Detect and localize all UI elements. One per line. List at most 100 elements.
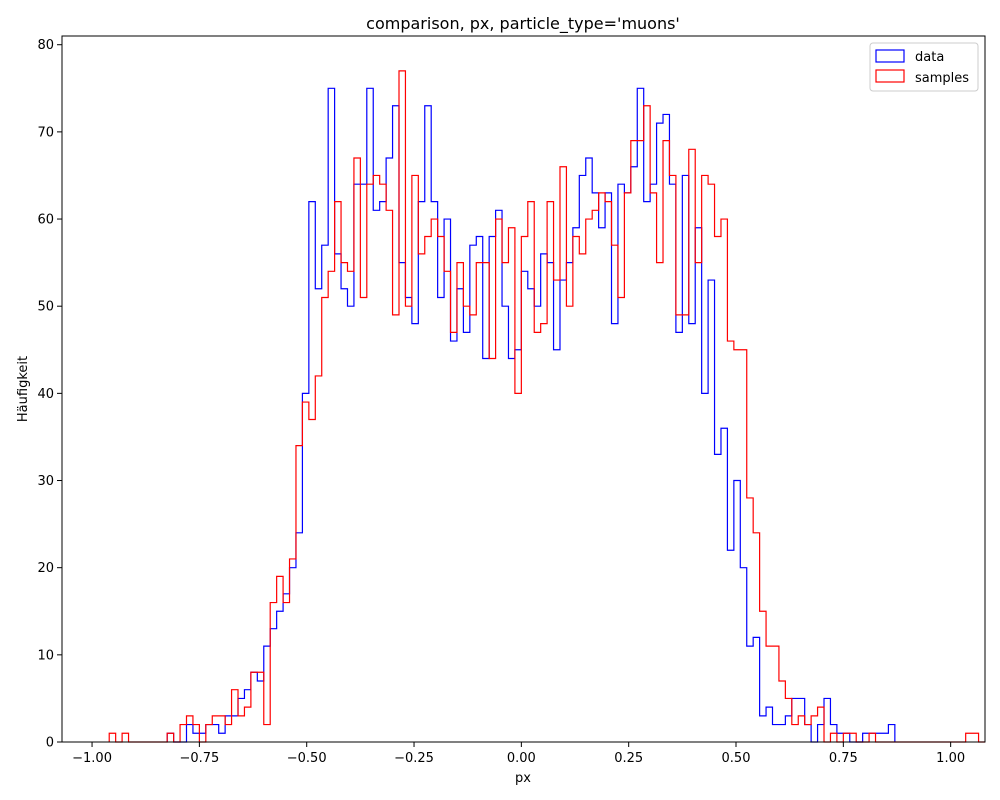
bin-samples-27 [283,603,289,742]
bin-samples-34 [328,271,334,742]
bin-data-102 [824,698,830,742]
bin-data-20 [296,533,302,742]
bin-data-39 [418,202,424,742]
x-tick-label: 1.00 [936,751,965,766]
x-tick-label: 0.25 [614,751,643,766]
bin-data-51 [496,210,502,742]
bin-data-11 [238,698,244,742]
bin-samples-31 [309,420,315,742]
bin-data-22 [309,202,315,742]
x-tick-label: 0.75 [829,751,858,766]
bin-samples-81 [631,141,637,742]
bin-data-105 [843,733,849,742]
bin-samples-133 [966,733,972,742]
bin-data-34 [386,158,392,742]
histogram-outline-samples [108,70,985,743]
bin-samples-98 [740,350,746,742]
bin-data-56 [528,289,534,742]
bin-data-50 [489,236,495,742]
bin-data-74 [644,202,650,742]
y-axis: 0 10 20 30 40 50 60 70 80 [37,38,62,751]
bin-data-21 [302,393,308,742]
bin-samples-11 [180,725,186,742]
bin-samples-22 [251,672,257,742]
bin-data-73 [637,88,643,742]
bin-samples-26 [277,576,283,742]
bin-samples-28 [290,559,296,742]
bin-data-78 [669,184,675,742]
bin-data-8 [219,733,225,742]
bin-data-38 [412,324,418,742]
bin-samples-29 [296,446,302,742]
bin-data-49 [483,358,489,742]
legend-swatch-samples [875,69,905,83]
bin-samples-89 [682,315,688,742]
bin-data-42 [438,297,444,742]
bin-samples-76 [599,193,605,742]
bin-samples-40 [367,184,373,742]
bin-data-19 [290,568,296,742]
bin-samples-109 [811,716,817,742]
bin-data-43 [444,219,450,742]
x-axis: −1.00 −0.75 −0.50 −0.25 0.00 0.25 0.50 0.75 1.00 [72,742,965,766]
bin-samples-97 [734,350,740,742]
x-tick-label: −1.00 [72,751,112,766]
bin-data-69 [612,324,618,742]
bin-samples-50 [431,219,437,742]
y-tick-label: 80 [37,38,54,53]
bin-samples-78 [612,245,618,742]
bin-samples-25 [270,603,276,742]
bin-data-96 [785,716,791,742]
bin-samples-57 [476,263,482,742]
bin-data-31 [367,88,373,742]
y-tick-label: 30 [37,474,54,489]
bin-data-9 [225,716,231,742]
bin-data-89 [740,568,746,742]
bin-samples-112 [830,733,836,742]
bin-samples-92 [702,175,708,742]
bin-samples-105 [785,698,791,742]
bin-samples-17 [219,716,225,742]
bin-data-62 [566,263,572,742]
bin-samples-56 [470,315,476,742]
legend-label-data: data [915,50,944,65]
bin-data-99 [805,725,811,742]
bin-samples-49 [425,236,431,742]
bin-data-0 [167,733,173,742]
bin-data-85 [715,454,721,742]
legend: data samples [869,42,979,92]
bin-samples-87 [669,175,675,742]
bin-data-63 [573,228,579,742]
bin-samples-74 [586,219,592,742]
bin-samples-79 [618,297,624,742]
bin-samples-82 [637,141,643,742]
bin-data-65 [586,158,592,742]
y-tick-label: 50 [37,300,54,315]
bin-samples-37 [347,271,353,742]
bin-data-48 [476,236,482,742]
plot-frame [61,35,986,743]
bin-data-10 [232,716,238,742]
bin-data-88 [734,481,740,742]
bin-data-83 [702,393,708,742]
bin-data-71 [624,193,630,742]
bin-samples-115 [850,733,856,742]
series-samples [108,70,985,743]
y-axis-label: Häufigkeit [16,356,31,422]
bin-samples-80 [624,193,630,742]
bin-data-47 [470,245,476,742]
bin-data-12 [244,690,250,742]
bin-data-108 [863,733,869,742]
bin-data-27 [341,289,347,742]
bin-data-40 [425,106,431,742]
bin-samples-61 [502,263,508,742]
bin-samples-0 [109,733,115,742]
bin-samples-85 [657,263,663,742]
bin-samples-71 [566,306,572,742]
bin-data-6 [206,725,212,742]
bin-samples-72 [573,236,579,742]
bin-data-72 [631,167,637,742]
bin-samples-16 [212,716,218,742]
bin-data-64 [579,175,585,742]
bin-data-17 [277,611,283,742]
